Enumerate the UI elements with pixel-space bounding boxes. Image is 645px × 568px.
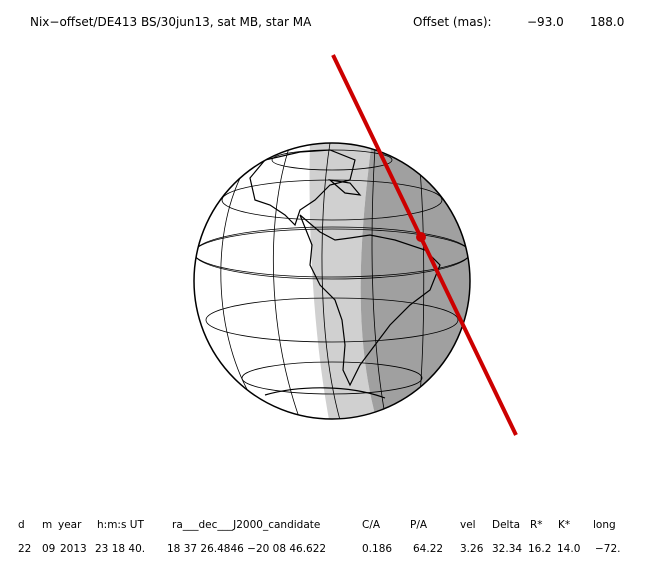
column-header: year	[58, 519, 82, 531]
penumbra-band	[309, 143, 378, 419]
cell: 3.26	[460, 543, 484, 555]
cell: 0.186	[362, 543, 392, 555]
result-table: d m year h:m:s UT ra___dec___J2000_candidate…	[18, 519, 621, 555]
offset-label: Offset (mas):	[413, 15, 492, 29]
cell: 22	[18, 543, 31, 555]
offset-value: −93.0	[527, 15, 564, 29]
column-header: vel	[460, 519, 476, 531]
globe	[194, 143, 470, 419]
column-header: long	[593, 519, 616, 531]
column-header: h:m:s UT	[97, 519, 144, 531]
column-header: ra___dec___J2000_candidate	[172, 519, 320, 531]
cell: 2013	[60, 543, 87, 555]
cell: 32.34	[492, 543, 522, 555]
cell: −72.	[595, 543, 621, 555]
column-header: K*	[558, 519, 570, 531]
column-header: C/A	[362, 519, 381, 531]
offset-value: 188.0	[590, 15, 624, 29]
column-header: m	[42, 519, 52, 531]
column-header: R*	[530, 519, 543, 531]
occultation-track	[331, 54, 518, 436]
cell: 23 18 40.	[95, 543, 145, 555]
column-header: P/A	[410, 519, 428, 531]
cell: 18 37 26.4846 −20 08 46.622	[167, 543, 326, 555]
title: Nix−offset/DE413 BS/30jun13, sat MB, sta…	[30, 15, 312, 29]
cell: 16.2	[528, 543, 551, 555]
cell: 14.0	[557, 543, 580, 555]
globe-outline	[193, 142, 471, 420]
cell: 64.22	[413, 543, 443, 555]
cell: 09	[42, 543, 55, 555]
column-header: Delta	[492, 519, 520, 531]
column-header: d	[18, 519, 25, 531]
closest-approach	[416, 232, 426, 242]
